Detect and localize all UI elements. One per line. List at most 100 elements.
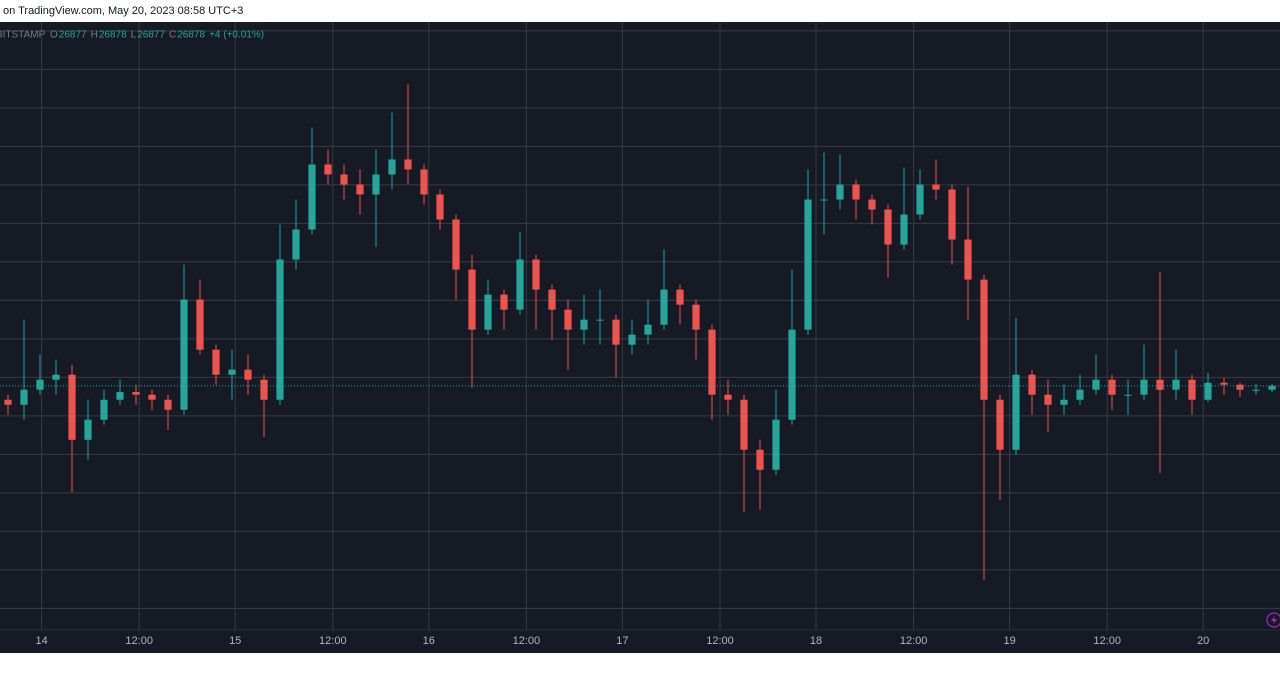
- candle-body: [372, 174, 380, 195]
- candle-body: [1092, 379, 1100, 390]
- x-tick-label: 19: [1003, 635, 1015, 647]
- candle-body: [532, 259, 540, 290]
- candle-body: [1060, 399, 1068, 405]
- x-tick-label: 12:00: [513, 635, 541, 647]
- candle-body: [788, 329, 796, 420]
- candle-body: [820, 199, 828, 201]
- candle-body: [884, 209, 892, 245]
- candle-body: [196, 299, 204, 350]
- x-tick-label: 12:00: [319, 635, 347, 647]
- candle-body: [996, 399, 1004, 450]
- candle-body: [660, 289, 668, 325]
- candle-body: [292, 229, 300, 260]
- candle-body: [836, 184, 844, 200]
- x-tick-label: 17: [616, 635, 628, 647]
- legend-key: H: [91, 30, 98, 41]
- candle-body: [1172, 379, 1180, 390]
- candle-body: [1268, 385, 1276, 390]
- candle-body: [1124, 394, 1132, 396]
- candle-body: [948, 189, 956, 240]
- candle-body: [1220, 382, 1228, 385]
- candle-body: [692, 304, 700, 330]
- candle-body: [900, 214, 908, 245]
- header-bar: [0, 0, 1280, 22]
- candle-body: [180, 299, 188, 410]
- candle-body: [964, 239, 972, 280]
- candle-body: [20, 389, 28, 405]
- candle-body: [1140, 379, 1148, 395]
- candle-body: [1028, 374, 1036, 395]
- candle-body: [516, 259, 524, 310]
- candle-body: [932, 184, 940, 190]
- candle-body: [804, 199, 812, 330]
- x-tick-label: 20: [1197, 635, 1209, 647]
- legend-source: BITSTAMP: [0, 30, 46, 41]
- legend-value: 26878: [177, 30, 205, 41]
- candle-body: [84, 419, 92, 440]
- x-tick-label: 12:00: [125, 635, 153, 647]
- x-tick-label: 12:00: [1093, 635, 1121, 647]
- candle-body: [132, 392, 140, 395]
- candle-body: [260, 379, 268, 400]
- candle-body: [564, 309, 572, 330]
- candle-body: [916, 184, 924, 215]
- candle-body: [68, 374, 76, 440]
- candle-body: [1156, 379, 1164, 390]
- candle-body: [52, 374, 60, 380]
- candle-body: [4, 399, 12, 405]
- candle-body: [724, 394, 732, 400]
- x-tick-label: 14: [35, 635, 47, 647]
- candle-body: [1076, 389, 1084, 400]
- candle-body: [852, 184, 860, 200]
- candle-body: [628, 334, 636, 345]
- candle-body: [116, 392, 124, 400]
- candle-body: [324, 164, 332, 175]
- legend-change: +4 (+0.01%): [209, 30, 264, 41]
- legend-value: 26877: [137, 30, 165, 41]
- legend-value: 26877: [59, 30, 87, 41]
- legend-key: L: [131, 30, 137, 41]
- candle-body: [756, 449, 764, 470]
- candle-body: [1108, 379, 1116, 395]
- candle-body: [148, 394, 156, 400]
- candle-body: [420, 169, 428, 195]
- x-tick-label: 12:00: [900, 635, 928, 647]
- candle-body: [980, 279, 988, 400]
- legend-key: C: [169, 30, 176, 41]
- candle-body: [36, 379, 44, 390]
- chart-title: on TradingView.com, May 20, 2023 08:58 U…: [3, 5, 243, 17]
- candle-body: [612, 319, 620, 345]
- candle-body: [452, 219, 460, 270]
- legend-value: 26878: [99, 30, 127, 41]
- x-tick-label: 12:00: [706, 635, 734, 647]
- candle-body: [276, 259, 284, 400]
- candle-body: [100, 399, 108, 420]
- candles: [0, 84, 1280, 580]
- candle-body: [772, 419, 780, 470]
- legend-key: O: [50, 30, 58, 41]
- candle-body: [708, 329, 716, 395]
- candle-body: [580, 319, 588, 330]
- candle-body: [244, 369, 252, 380]
- replay-icon[interactable]: [1266, 612, 1280, 628]
- candle-body: [356, 184, 364, 195]
- x-tick-label: 18: [810, 635, 822, 647]
- x-tick-label: 15: [229, 635, 241, 647]
- candle-body: [436, 194, 444, 220]
- candle-body: [1044, 394, 1052, 405]
- candle-body: [644, 324, 652, 335]
- time-axis: [0, 630, 1280, 653]
- candle-body: [1012, 374, 1020, 450]
- candle-body: [676, 289, 684, 305]
- candle-body: [596, 319, 604, 321]
- plot-area: [0, 22, 1280, 630]
- x-tick-label: 16: [423, 635, 435, 647]
- candle-body: [228, 369, 236, 375]
- candle-body: [212, 349, 220, 375]
- candle-body: [404, 159, 412, 170]
- candle-body: [1236, 384, 1244, 390]
- candle-body: [388, 159, 396, 175]
- replay-icon-bolt: [1271, 615, 1277, 625]
